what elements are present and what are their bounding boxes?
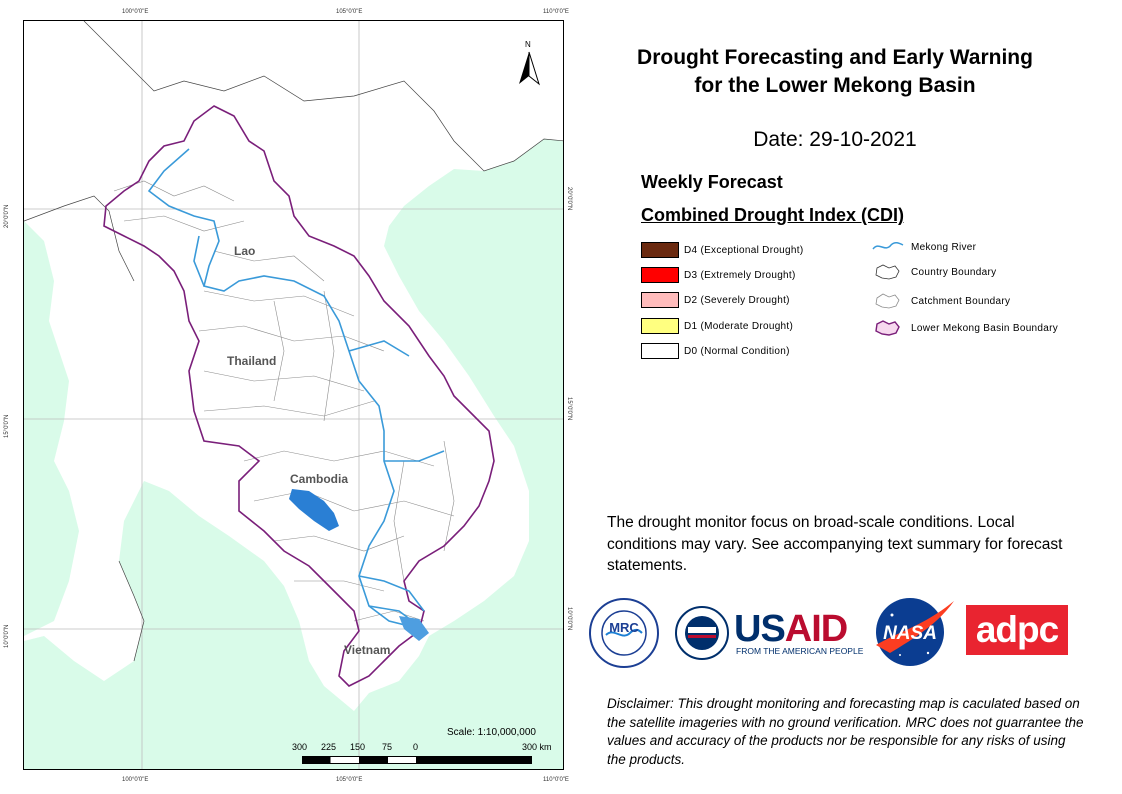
legend-item-d3: D3 (Extremely Drought) [641,266,796,284]
legend-swatch-d3 [641,267,679,283]
usaid-wordmark-aid: AID [784,608,848,650]
catchment-outline-icon [875,293,900,309]
scale-tick-300-km: 300 km [522,742,552,752]
usaid-tagline: FROM THE AMERICAN PEOPLE [736,646,864,656]
country-label-vietnam: Vietnam [344,643,391,657]
graticule-label-left-1: 20°0'0"N [4,204,10,228]
legend-item-d0: D0 (Normal Condition) [641,342,790,360]
legend-label-d4: D4 (Exceptional Drought) [684,244,804,256]
graticule-label-bottom-2: 105°0'0"E [336,777,363,783]
legend-label-d1: D1 (Moderate Drought) [684,320,794,332]
scale-tick-300: 300 [292,742,308,752]
adpc-logo: adpc [966,605,1068,655]
legend-label-country-boundary: Country Boundary [911,266,997,278]
country-label-cambodia: Cambodia [290,472,349,486]
graticule-label-top-3: 110°0'0"E [543,9,569,15]
scale-tick-150: 150 [350,742,366,752]
graticule-label-right-1: 20°0'0"N [566,187,572,211]
river-line-icon [872,241,904,250]
usaid-wordmark: USAID [734,608,848,651]
legend-item-basin-boundary: Lower Mekong Basin Boundary [871,319,1058,337]
legend-label-d3: D3 (Extremely Drought) [684,269,796,281]
mekong-river [147,148,445,637]
graticule-label-bottom-1: 100°0'0"E [122,777,149,783]
usaid-seal-icon [675,606,729,660]
title-line-1: Drought Forecasting and Early Warning [637,46,1033,69]
mekong-delta-fill [399,616,429,641]
scale-bar [302,756,532,764]
north-arrow-icon [519,51,540,86]
lower-mekong-basin-boundary [103,105,495,687]
graticule-label-left-2: 15°0'0"N [4,414,10,438]
partner-logos: MRC USAID FROM THE AMERICAN PEOPLE NASA … [588,595,1088,675]
graticule-lines [24,21,563,769]
scale-tick-225: 225 [321,742,337,752]
graticule-label-top-1: 100°0'0"E [122,9,149,15]
south-china-sea [354,139,563,769]
andaman-sea [24,221,79,636]
catchment-lines [113,180,455,622]
legend-swatch-d2 [641,292,679,308]
basin-outline-icon [875,320,900,336]
country-label-lao: Lao [234,244,256,258]
title-line-2: for the Lower Mekong Basin [694,74,976,97]
usaid-wordmark-us: US [734,608,786,650]
scale-tick-75: 75 [382,742,393,752]
country-label-thailand: Thailand [227,354,277,368]
legend-swatch-d0 [641,343,679,359]
legend-swatch-d4 [641,242,679,258]
scale-text: Scale: 1:10,000,000 [447,727,536,738]
legend-item-mekong-river: Mekong River [871,238,976,256]
forecast-date: Date: 29-10-2021 [753,128,917,151]
nasa-logo-icon: NASA [876,598,954,666]
legend-label-d0: D0 (Normal Condition) [684,345,790,357]
country-boundaries [24,21,563,662]
map-canvas [24,21,563,769]
graticule-label-right-3: 10°0'0"N [566,607,572,631]
legend-label-basin-boundary: Lower Mekong Basin Boundary [911,322,1059,334]
weekly-forecast-heading: Weekly Forecast [641,172,783,192]
legend-item-catchment-boundary: Catchment Boundary [871,292,1010,310]
scale-tick-0: 0 [413,742,419,752]
graticule-label-bottom-3: 110°0'0"E [543,777,569,783]
graticule-label-top-2: 105°0'0"E [336,9,363,15]
nasa-logo-text: NASA [883,623,937,644]
disclaimer-text: Disclaimer: This drought monitoring and … [607,696,1084,767]
legend-item-country-boundary: Country Boundary [871,263,996,281]
mrc-logo-icon: MRC [589,598,659,668]
legend-item-d2: D2 (Severely Drought) [641,291,790,309]
legend-item-d4: D4 (Exceptional Drought) [641,241,803,259]
legend-label-mekong-river: Mekong River [911,241,977,253]
tonle-sap-lake [289,489,339,531]
legend-item-d1: D1 (Moderate Drought) [641,317,793,335]
sea-areas [24,139,563,769]
legend-swatch-d1 [641,318,679,334]
map-title: Drought Forecasting and Early Warning fo… [590,44,1080,100]
map-frame: Lao Thailand Cambodia Vietnam [23,20,564,770]
north-letter: N [525,40,531,49]
cdi-heading: Combined Drought Index (CDI) [641,205,904,225]
graticule-label-left-3: 10°0'0"N [4,624,10,648]
info-text: The drought monitor focus on broad-scale… [607,514,1063,574]
graticule-label-right-2: 15°0'0"N [566,397,572,421]
legend-label-catchment-boundary: Catchment Boundary [911,295,1011,307]
scale-numbers: 300 225 150 75 0 300 km [292,742,582,754]
gulf-of-thailand [24,481,354,769]
country-outline-icon [875,264,900,280]
legend-label-d2: D2 (Severely Drought) [684,294,790,306]
mrc-logo-text: MRC [609,620,639,635]
